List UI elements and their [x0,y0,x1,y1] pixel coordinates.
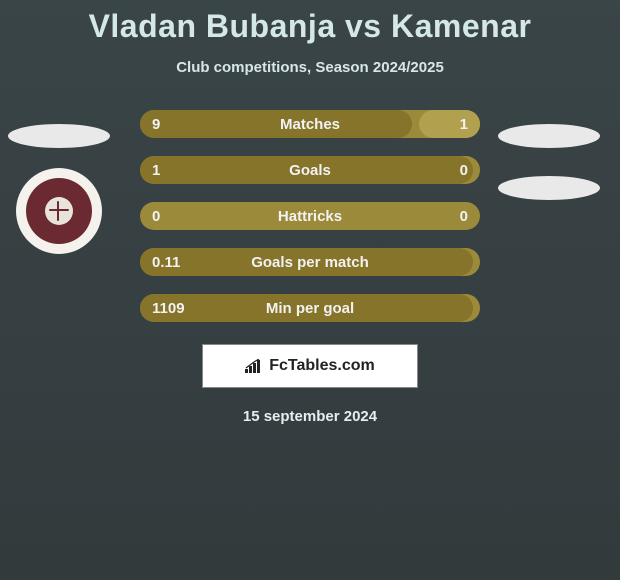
stat-row: 1109 Min per goal [140,294,480,322]
player-oval-right-2 [498,176,600,200]
stat-label: Hattricks [278,208,342,225]
stat-left-value: 1109 [152,300,185,317]
stat-left-value: 0 [152,208,160,225]
stat-right-value: 1 [460,116,468,133]
attribution-box[interactable]: FcTables.com [202,344,418,388]
stat-left-value: 1 [152,162,160,179]
chart-icon [245,359,263,373]
stat-row: 1 Goals 0 [140,156,480,184]
stat-left-value: 9 [152,116,160,133]
stat-row: 9 Matches 1 [140,110,480,138]
stat-right-fill [419,110,480,138]
club-badge-inner [26,178,92,244]
attribution-text: FcTables.com [269,357,375,375]
stat-right-value: 0 [460,162,468,179]
comparison-card: Vladan Bubanja vs Kamenar Club competiti… [0,0,620,425]
player-oval-left [8,124,110,148]
stat-row: 0.11 Goals per match [140,248,480,276]
page-title: Vladan Bubanja vs Kamenar [0,8,620,45]
stat-label: Min per goal [266,300,354,317]
stat-label: Matches [280,116,340,133]
stat-left-value: 0.11 [152,254,180,271]
player-oval-right-1 [498,124,600,148]
date-text: 15 september 2024 [0,408,620,425]
stat-label: Goals [289,162,331,179]
club-badge-left [16,168,102,254]
stat-label: Goals per match [251,254,369,271]
stat-left-fill [140,110,412,138]
right-player-badges [498,124,600,200]
stat-right-value: 0 [460,208,468,225]
left-player-badges [8,124,110,254]
subtitle: Club competitions, Season 2024/2025 [0,59,620,76]
stat-row: 0 Hattricks 0 [140,202,480,230]
volleyball-icon [45,197,73,225]
